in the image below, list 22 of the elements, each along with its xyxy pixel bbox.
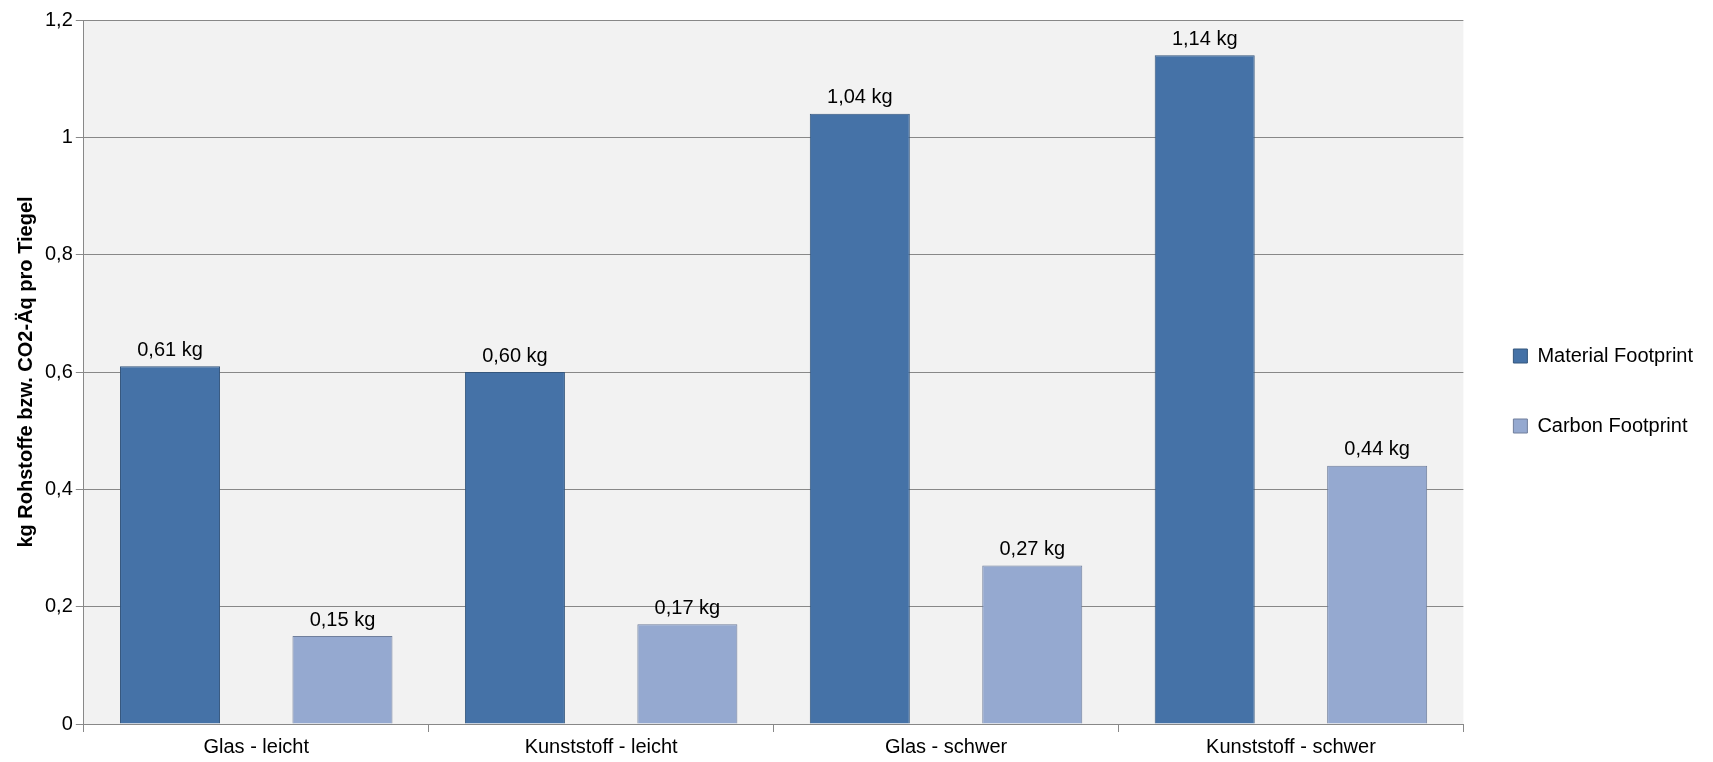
legend-label: Material Footprint [1537, 343, 1694, 366]
data-label: 0,60 kg [482, 343, 548, 366]
y-tick-label: 0,8 [44, 242, 73, 265]
data-label: 0,27 kg [999, 537, 1066, 560]
x-tick-label: Glas - schwer [884, 734, 1008, 757]
data-label: 1,14 kg [1171, 26, 1238, 49]
y-tick-label: 0,4 [44, 476, 73, 499]
data-label: 0,17 kg [654, 595, 721, 618]
data-label: 1,04 kg [827, 85, 893, 108]
y-tick-label: 0,2 [44, 594, 73, 617]
y-tick-label: 1 [61, 124, 73, 147]
x-tick-label: Glas - leicht [203, 734, 310, 757]
data-label: 0,61 kg [137, 337, 203, 360]
legend-label: Carbon Footprint [1537, 413, 1688, 436]
x-tick-label: Kunststoff - leicht [524, 734, 679, 757]
y-tick-label: 0 [61, 711, 73, 734]
y-tick-label: 0,6 [44, 359, 73, 382]
y-axis-title: kg Rohstoffe bzw. CO2-Äq pro Tiegel [13, 196, 36, 548]
data-label: 0,15 kg [309, 607, 376, 630]
y-tick-label: 1,2 [44, 7, 73, 30]
data-label: 0,44 kg [1344, 437, 1410, 460]
x-tick-label: Kunststoff - schwer [1206, 734, 1377, 757]
